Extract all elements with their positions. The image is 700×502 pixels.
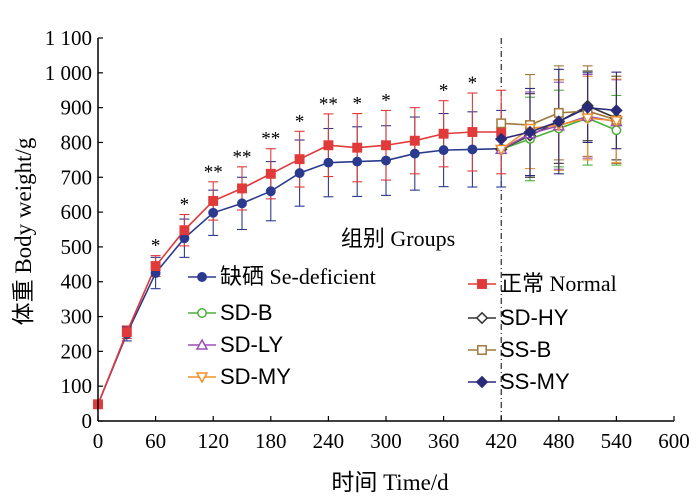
- x-tick-label: 600: [658, 429, 690, 453]
- significance-annotation: *: [352, 94, 362, 115]
- data-point-normal: [323, 140, 334, 151]
- y-tick-label: 1 000: [45, 61, 92, 85]
- data-point-se-deficient: [265, 186, 276, 197]
- y-tick-label: 200: [61, 339, 93, 363]
- significance-annotation: *: [295, 111, 305, 132]
- data-point-ss-my: [581, 101, 594, 114]
- legend-label-sd-ly: SD-LY: [220, 332, 283, 357]
- data-point-normal: [409, 135, 420, 146]
- data-point-normal: [179, 225, 190, 236]
- legend-label-sd-b: SD-B: [220, 300, 273, 325]
- data-point-se-deficient: [467, 144, 478, 155]
- data-point-normal: [208, 195, 219, 206]
- legend-marker-se-deficient: [197, 272, 207, 282]
- data-point-se-deficient: [381, 155, 391, 166]
- x-tick-label: 0: [93, 429, 104, 453]
- significance-annotation: *: [468, 73, 478, 94]
- x-tick-label: 300: [370, 429, 402, 453]
- data-point-normal: [294, 154, 305, 165]
- data-point-sd-my: [610, 116, 623, 128]
- y-tick-label: 500: [61, 235, 93, 259]
- x-tick-label: 480: [543, 429, 575, 453]
- legend-marker-sd-hy: [475, 311, 489, 325]
- y-tick-label: 0: [82, 409, 93, 433]
- data-point-normal: [150, 261, 161, 272]
- x-tick-label: 180: [255, 429, 287, 453]
- data-point-se-deficient: [352, 156, 363, 167]
- legend-label-se-deficient: 缺硒 Se-deficient: [220, 264, 376, 289]
- significance-annotation: *: [381, 90, 391, 111]
- data-point-ss-my: [552, 115, 566, 128]
- significance-annotation: **: [204, 162, 223, 183]
- error-bars-layer: [121, 65, 622, 342]
- data-point-normal: [265, 168, 276, 179]
- legend: 组别 Groups 缺硒 Se-deficient 正常 Normal SD-B SD…: [188, 226, 617, 394]
- x-tick-label: 60: [145, 429, 166, 453]
- data-point-normal: [237, 183, 247, 194]
- data-point-se-deficient: [409, 148, 420, 159]
- significance-annotation: **: [261, 129, 280, 150]
- data-point-se-deficient: [237, 198, 247, 209]
- x-tick-label: 420: [485, 429, 517, 453]
- legend-label-ss-my: SS-MY: [500, 369, 570, 394]
- significance-annotations-layer: *********** * * * *: [151, 73, 477, 257]
- y-tick-label: 300: [61, 305, 93, 329]
- data-point-ss-b: [496, 118, 507, 129]
- data-point-normal: [121, 327, 132, 338]
- data-point-sd-my: [494, 144, 508, 156]
- significance-annotation: *: [151, 236, 161, 257]
- data-point-sd-my: [581, 113, 594, 125]
- y-tick-label: 900: [61, 96, 93, 120]
- legend-marker-ss-my: [475, 375, 489, 389]
- x-tick-label: 240: [313, 429, 345, 453]
- significance-annotation: **: [319, 94, 338, 115]
- y-tick-label: 400: [61, 270, 93, 294]
- legend-marker-ss-b: [477, 345, 487, 355]
- legend-title: 组别 Groups: [341, 226, 455, 251]
- x-tick-label: 120: [197, 429, 229, 453]
- data-point-normal: [352, 142, 363, 153]
- x-tick-label: 360: [428, 429, 460, 453]
- data-point-se-deficient: [438, 145, 449, 156]
- data-point-ss-my: [610, 104, 623, 117]
- significance-annotation: **: [233, 147, 252, 168]
- y-tick-label: 800: [61, 130, 93, 154]
- y-axis-title: 体重 Body weight/g: [11, 137, 36, 325]
- y-tick-label: 1 100: [45, 26, 92, 50]
- legend-label-sd-my: SD-MY: [220, 364, 291, 389]
- x-tick-label: 540: [601, 429, 633, 453]
- data-point-se-deficient: [208, 207, 219, 218]
- legend-label-sd-hy: SD-HY: [500, 305, 569, 330]
- legend-marker-sd-b: [197, 308, 207, 318]
- data-point-se-deficient: [179, 233, 190, 244]
- data-point-se-deficient: [323, 157, 334, 168]
- legend-marker-sd-ly: [195, 338, 209, 350]
- data-point-normal: [381, 140, 391, 151]
- legend-label-ss-b: SS-B: [500, 337, 551, 362]
- y-tick-label: 100: [61, 374, 93, 398]
- significance-annotation: *: [180, 195, 190, 216]
- x-axis-title: 时间 Time/d: [331, 470, 449, 495]
- data-point-normal: [438, 128, 449, 139]
- legend-marker-sd-my: [195, 372, 209, 384]
- legend-label-normal: 正常 Normal: [500, 271, 617, 296]
- significance-annotation: *: [439, 81, 449, 102]
- y-tick-label: 600: [61, 200, 93, 224]
- data-point-ss-my: [494, 132, 508, 146]
- data-point-ss-my: [523, 125, 537, 139]
- ticks-layer: 0 60 120 180 240 300 360 420 480 540 600 0 100 200 300…: [45, 26, 690, 453]
- legend-marker-normal: [477, 279, 487, 289]
- series-markers-layer: [93, 99, 623, 410]
- data-point-normal: [467, 127, 478, 137]
- data-point-se-deficient: [294, 168, 305, 179]
- y-tick-label: 700: [61, 165, 93, 189]
